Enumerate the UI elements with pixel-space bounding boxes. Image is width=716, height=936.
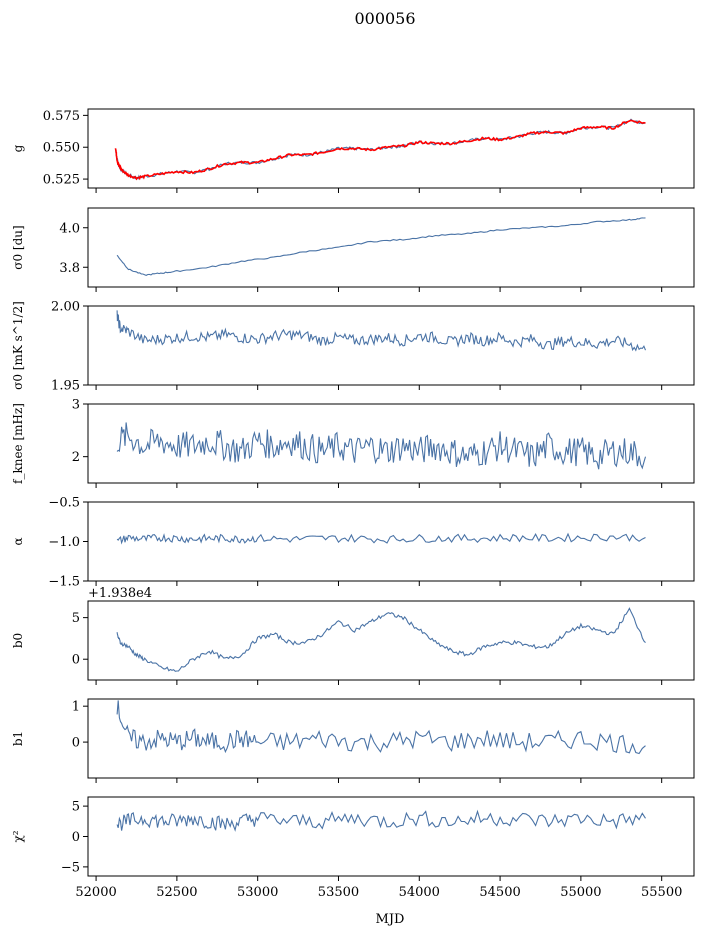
axes-frame: [87, 796, 695, 877]
y-tick-label: 0: [72, 830, 80, 845]
y-tick-label: −0.5: [48, 496, 80, 511]
y-tick-label: 0: [72, 736, 80, 751]
x-tick-label: 53500: [318, 885, 359, 900]
panel-chi2: −5 0 5 52000 52500 53000 53500 54000 54500 55000 5…: [11, 796, 695, 900]
figure-title: 000056: [354, 9, 415, 28]
panel-sigma0-du: 3.8 4.0 σ0 [du]: [11, 207, 695, 292]
x-tick-label: 54000: [399, 885, 440, 900]
x-tick-label: 55500: [641, 885, 682, 900]
y-tick-label: −1.0: [48, 535, 80, 550]
axes-frame: [87, 698, 695, 779]
y-tick-label: 0.525: [43, 173, 80, 188]
axes-frame: [87, 305, 695, 386]
series-line-chi2-0: [116, 809, 646, 832]
y-axis-label: χ²: [11, 830, 25, 842]
y-axis-label: b1: [11, 731, 25, 746]
x-axis-label: MJD: [376, 912, 405, 927]
y-tick-label: 5: [72, 611, 80, 626]
y-tick-label: 5: [72, 800, 80, 815]
y-tick-label: −5: [61, 860, 80, 875]
y-axis-label: σ0 [du]: [11, 225, 25, 269]
panel-sigma0-mk: 1.95 2.00 σ0 [mK s^1/2]: [11, 300, 695, 394]
y-tick-label: 0: [72, 653, 80, 668]
y-tick-label: 3: [72, 398, 80, 413]
y-tick-label: −1.5: [48, 575, 80, 590]
axes-frame: [87, 108, 695, 189]
x-tick-label: 53000: [237, 885, 278, 900]
x-tick-label: 52500: [156, 885, 197, 900]
y-tick-label: 1.95: [51, 379, 80, 394]
y-tick-label: 3.8: [59, 261, 80, 276]
y-axis-label: g: [11, 144, 25, 152]
panel-b1: 0 1 b1: [11, 698, 695, 783]
y-axis-label: α: [11, 537, 25, 545]
x-tick-label: 55000: [560, 885, 601, 900]
panel-alpha: −1.5 −1.0 −0.5 α: [11, 496, 695, 590]
series-line-sigma0-mk-0: [116, 310, 647, 352]
y-tick-label: 1: [72, 700, 80, 715]
x-tick-label: 52000: [75, 885, 116, 900]
series-line-b1-0: [116, 700, 646, 755]
panel-fknee: 2 3 f_knee [mHz]: [11, 398, 695, 488]
axes-frame: [87, 403, 695, 484]
series-line-g-1: [114, 119, 646, 181]
y-tick-label: 0.575: [43, 109, 80, 124]
series-line-sigma0-du-0: [116, 217, 646, 277]
axes-frame: [87, 207, 695, 288]
y-axis-label: σ0 [mK s^1/2]: [11, 301, 25, 390]
series-line-b0-0: [116, 607, 646, 672]
panel-g: 0.525 0.550 0.575 g: [11, 108, 695, 193]
y-axis-label: f_knee [mHz]: [11, 403, 25, 484]
axes-frame: [87, 501, 695, 582]
y-tick-label: 2: [72, 450, 80, 465]
offset-text: +1.938e4: [88, 586, 152, 601]
y-tick-label: 4.0: [59, 221, 80, 236]
series-line-alpha-0: [116, 532, 646, 545]
y-tick-label: 0.550: [43, 141, 80, 156]
series-line-fknee-0: [116, 422, 647, 470]
x-tick-label: 54500: [479, 885, 520, 900]
axes-frame: [87, 600, 695, 681]
y-tick-label: 2.00: [51, 300, 80, 315]
panel-b0: 0 5 b0 +1.938e4: [11, 586, 695, 685]
y-axis-label: b0: [11, 633, 25, 648]
panels: 0.525 0.550 0.575 g 3.8 4.0 σ0 [du] 1.95 2.00 σ0 …: [11, 108, 695, 900]
